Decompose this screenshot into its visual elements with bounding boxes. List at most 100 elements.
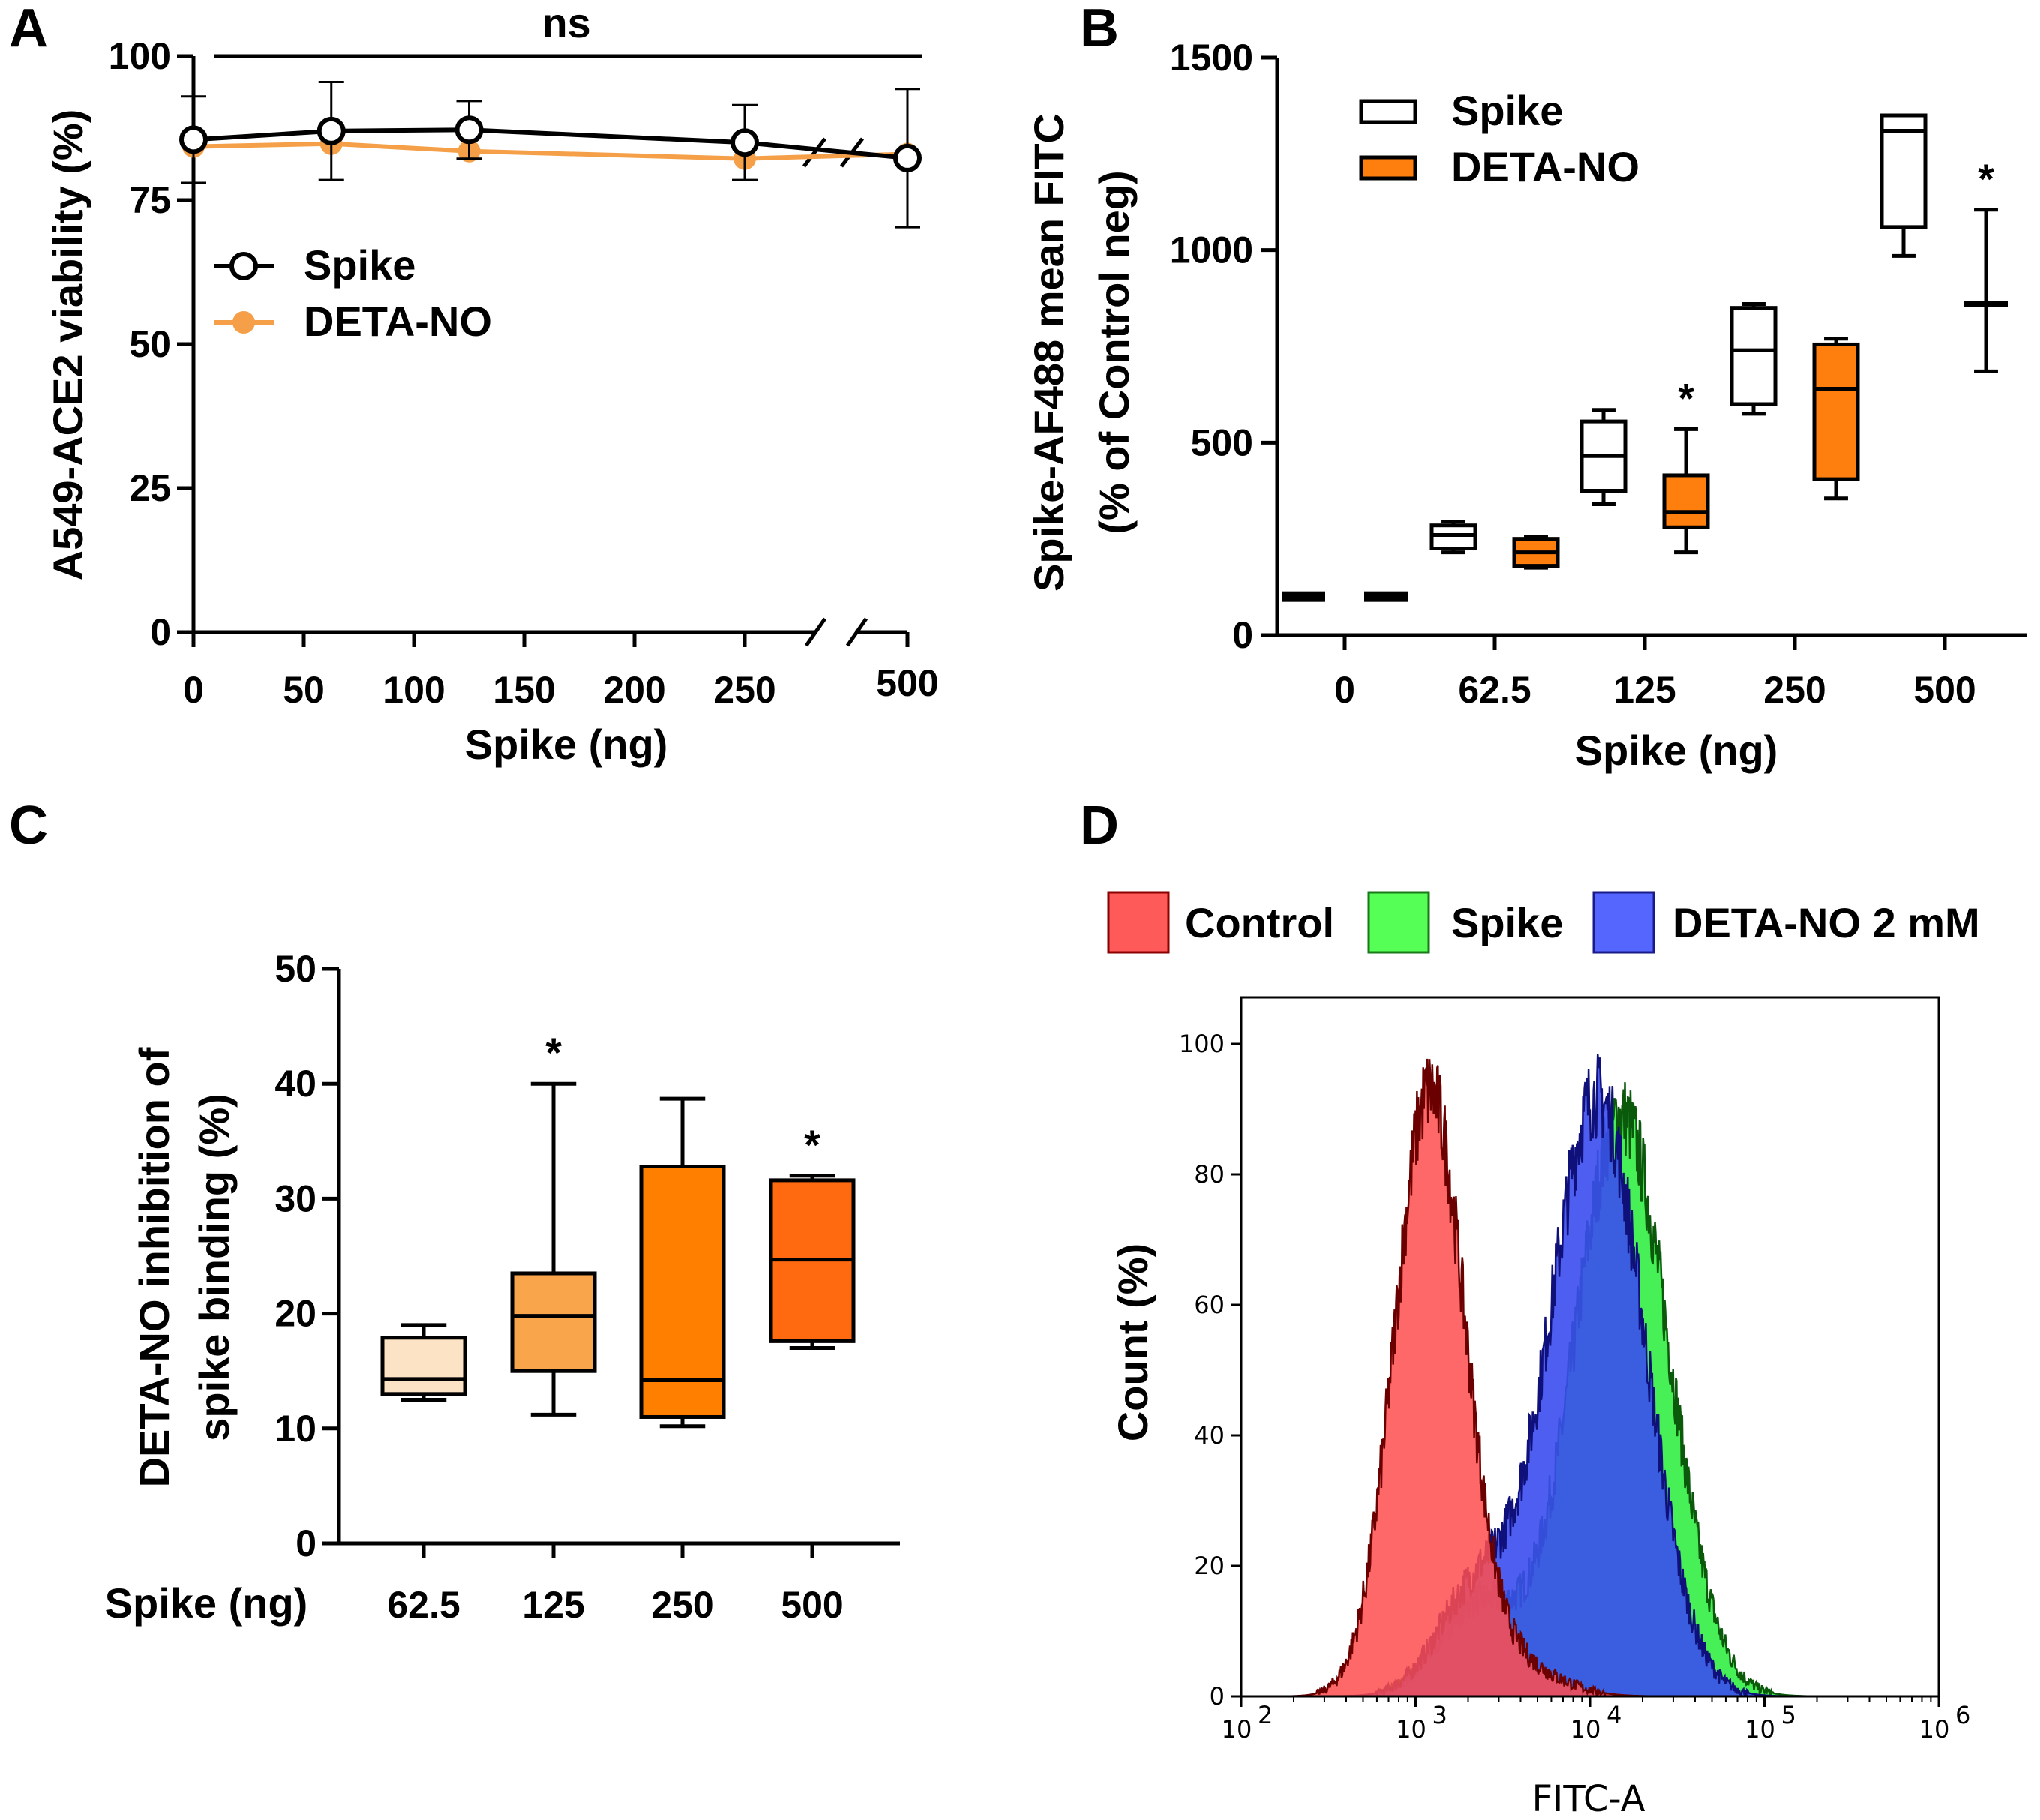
x-tick-label: 10 [1396,1715,1426,1744]
x-tick-exponent: 5 [1781,1701,1796,1729]
spike-box-250-box [1730,306,1778,406]
x-tick-label: 100 [382,669,445,711]
panel-a-y-title: A549-ACE2 viability (%) [44,109,92,581]
deta-box-125-significance: * [1678,374,1694,421]
x-tick-exponent: 2 [1258,1701,1273,1729]
legend-deta-swatch [1359,155,1418,181]
x-tick-label: 10 [1919,1715,1950,1744]
panel-a-plot [179,81,922,229]
panel-b-y-title: Spike-AF488 mean FITC [1025,113,1072,592]
panel-a-axes: 0 25 50 75 100 0 50 100 150 200 250 500 [109,35,939,711]
spike-box-500-box [1880,113,1928,229]
y-tick-label: 1500 [1170,37,1253,79]
legend-spike-label: Spike [1451,899,1563,946]
x-tick-label: 250 [1763,669,1826,711]
y-tick-label: 30 [274,1177,316,1219]
x-tick-label: 125 [522,1584,584,1626]
legend-spike-label: Spike [1451,87,1563,134]
panel-b-y-title-2: (% of Control neg) [1090,170,1138,534]
panel-c-plot: ** [380,1029,856,1429]
y-tick-label: 75 [129,179,171,221]
x-tick-label: 10 [1570,1715,1601,1744]
y-tick-label: 20 [274,1293,316,1335]
y-tick-label: 0 [296,1522,316,1564]
y-tick-label: 25 [129,467,171,509]
panel-b-legend: Spike DETA-NO [1359,87,1640,190]
x-tick-label: 250 [713,669,776,711]
panel-c-y-title: DETA-NO inhibition of [130,1047,178,1487]
panel-a-x-title: Spike (ng) [465,721,668,768]
panel-c-axes: 0 10 20 30 40 50 62.5 125 250 500 [274,948,900,1626]
x-tick-label: 10 [1744,1715,1775,1744]
inhibition-box-125-box [510,1271,597,1373]
panel-d-y-title: Count (%) [1109,1243,1156,1441]
deta-box-250-box [1812,342,1860,481]
deta-box-125-box [1662,473,1710,529]
panel-b-axes: 0 500 1000 1500 0 62.5 125 250 500 [1170,37,2027,711]
y-tick-label: 0 [150,611,171,653]
spike-point [893,143,922,172]
deta-box-500-significance: * [1978,155,1994,202]
panel-a-legend: Spike DETA-NO [214,241,492,345]
x-tick-label: 150 [493,669,555,711]
legend-deta-label: DETA-NO [304,298,492,345]
spike-box-62.5-box [1430,523,1478,551]
x-tick-label: 500 [876,662,938,704]
inhibition-box-125-significance: * [545,1029,562,1076]
spike-point [730,128,759,157]
panel-d-plot [1241,1054,1939,1698]
panel-c-x-title: Spike (ng) [105,1579,308,1627]
x-tick-label: 0 [1334,669,1355,711]
spike-point [179,125,208,154]
panel-b-letter: B [1080,0,1119,58]
panel-a-letter: A [9,0,48,58]
panel-b-x-title: Spike (ng) [1575,727,1778,774]
legend-spike-swatch [1367,891,1430,954]
panel-d-letter: D [1080,796,1119,856]
panel-a: A 0 25 50 75 100 0 50 100 150 200 250 500 ns Spike … [9,0,939,768]
deta-box-0-flat-box [1364,591,1408,602]
inhibition-box-500-significance: * [804,1121,820,1168]
x-tick-label: 62.5 [1458,669,1531,711]
y-tick-label: 100 [1179,1030,1225,1058]
spike-point [454,115,484,145]
x-tick-label: 50 [283,669,325,711]
x-tick-label: 125 [1613,669,1676,711]
panel-a-ns-label: ns [542,0,590,46]
panel-d-legend: Control Spike DETA-NO 2 mM [1107,891,1980,954]
legend-spike-label: Spike [304,241,416,289]
x-tick-label: 500 [781,1584,843,1626]
panel-c-letter: C [9,796,48,856]
x-tick-label: 10 [1222,1715,1252,1744]
y-tick-label: 0 [1232,614,1253,656]
x-axis-break-mark [845,617,868,647]
y-tick-label: 50 [274,948,316,990]
legend-control-label: Control [1185,899,1334,946]
line-break-mark [802,137,826,168]
legend-deta-swatch [1592,891,1655,954]
y-tick-label: 50 [129,323,171,365]
y-tick-label: 40 [1194,1421,1225,1450]
x-tick-label: 0 [183,669,204,711]
panel-d: D Control Spike DETA-NO 2 mM 0 20 40 60 80 10… [1080,796,1980,1820]
x-axis-break-mark [804,617,827,647]
x-tick-label: 200 [603,669,665,711]
y-tick-label: 0 [1210,1682,1225,1711]
y-tick-label: 60 [1194,1291,1225,1319]
inhibition-box-62.5-box [380,1336,467,1396]
histogram-deta-no-2-mm [1241,1054,1939,1698]
spike-point [316,116,346,145]
spike-box-0-flat-box [1282,591,1325,602]
y-tick-label: 100 [109,35,171,77]
panel-c-y-title-2: spike binding (%) [190,1093,238,1441]
y-tick-label: 10 [274,1408,316,1450]
legend-control-swatch [1107,891,1170,954]
legend-spike-swatch [1359,99,1418,124]
y-tick-label: 20 [1194,1552,1225,1580]
x-tick-exponent: 3 [1432,1701,1448,1729]
panel-b-plot: ** [1282,113,2008,602]
